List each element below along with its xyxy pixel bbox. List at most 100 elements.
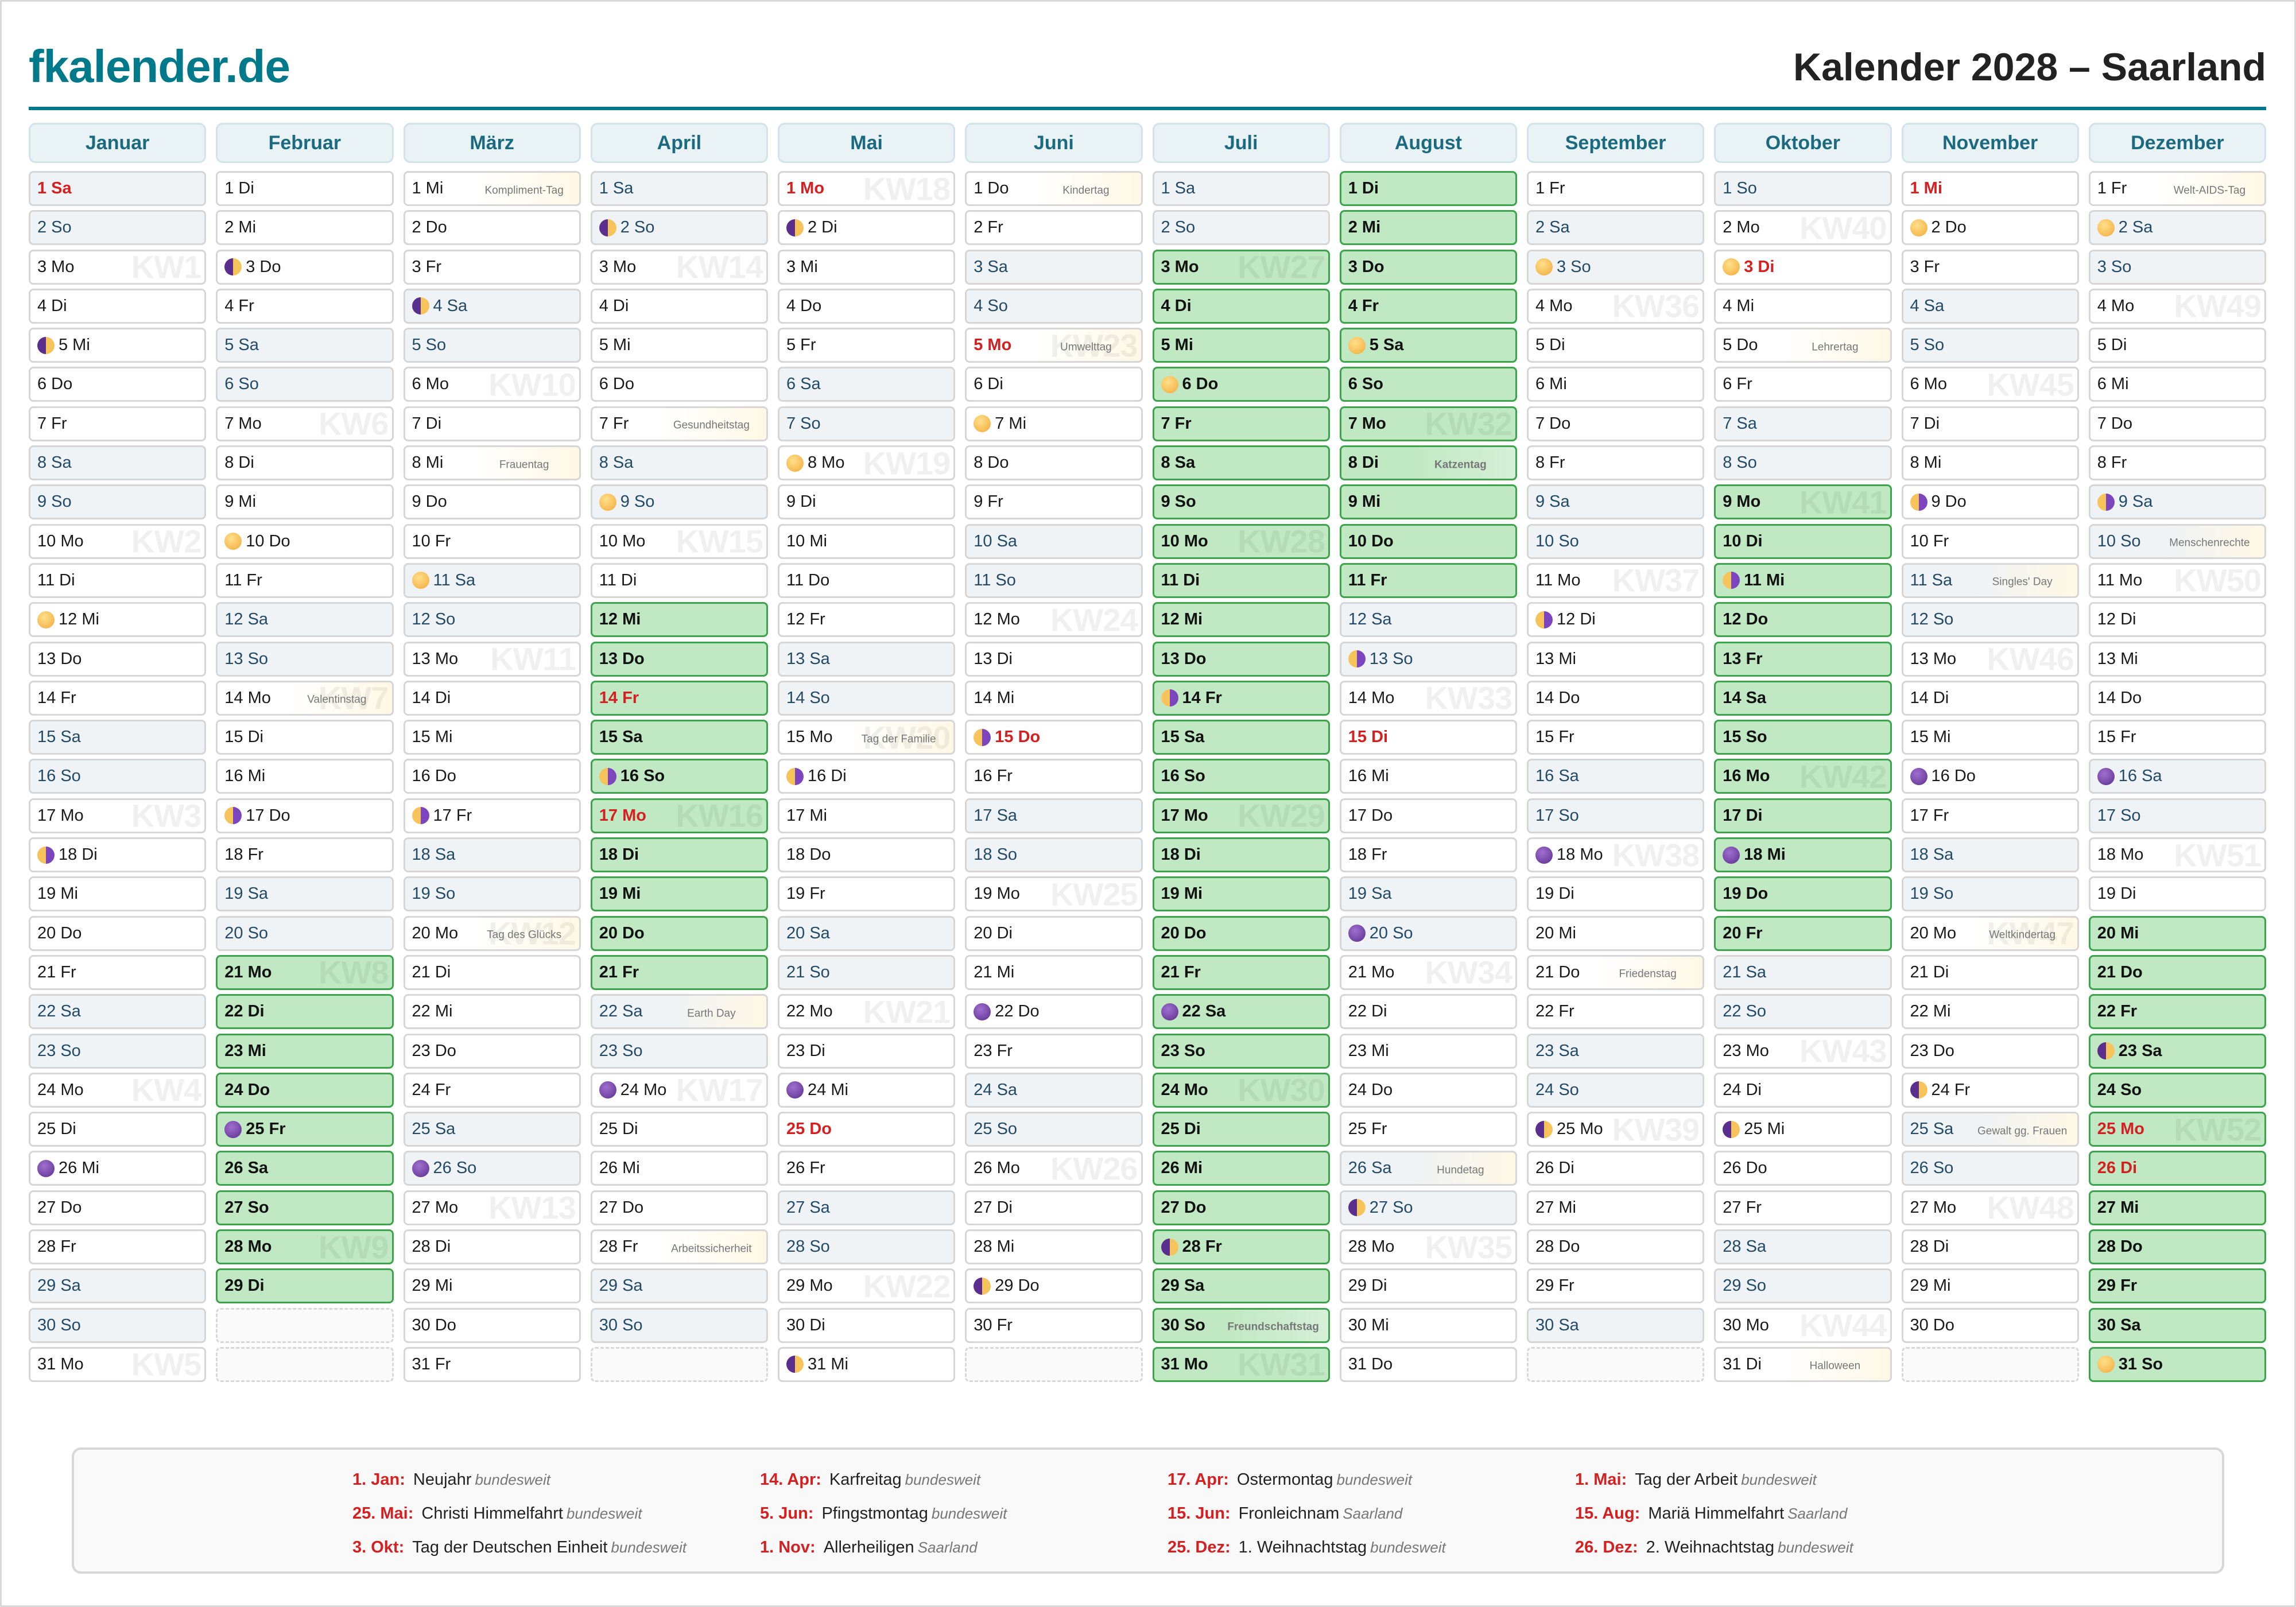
vacation-day-cell[interactable]: 28 Do <box>2088 1229 2266 1265</box>
vacation-day-cell[interactable]: 18 Di <box>590 837 768 873</box>
day-cell[interactable]: 19 So <box>403 876 581 912</box>
day-cell[interactable]: 1 So <box>1714 171 1892 206</box>
day-cell[interactable]: 21 Do Friedenstag <box>1527 954 1705 990</box>
day-cell[interactable]: 20 Sa <box>778 915 956 951</box>
day-cell[interactable]: 26 Do <box>1714 1151 1892 1186</box>
day-cell[interactable]: 28 So <box>778 1229 956 1265</box>
day-cell[interactable]: 24 Sa <box>965 1072 1143 1108</box>
day-cell[interactable]: 4 Do <box>778 288 956 324</box>
vacation-day-cell[interactable]: 1 Di <box>1339 171 1517 206</box>
day-cell[interactable]: 9 Do <box>403 484 581 520</box>
day-cell[interactable]: 23 So <box>590 1033 768 1069</box>
vacation-day-cell[interactable]: 9 So <box>1152 484 1330 520</box>
vacation-day-cell[interactable]: 17 Mo KW29 <box>1152 798 1330 833</box>
day-cell[interactable]: 25 Sa <box>403 1112 581 1147</box>
vacation-day-cell[interactable]: 11 Di <box>1152 562 1330 598</box>
day-cell[interactable]: 29 Mi <box>1901 1268 2079 1304</box>
day-cell[interactable]: 24 Mo KW4 <box>29 1072 207 1108</box>
day-cell[interactable]: 4 Mi <box>1714 288 1892 324</box>
day-cell[interactable]: 20 Mo KW47 Weltkindertag <box>1901 915 2079 951</box>
holiday-day-cell[interactable]: 25 Mo KW52 <box>2088 1112 2266 1147</box>
day-cell[interactable]: 8 Sa <box>29 445 207 481</box>
day-cell[interactable]: 11 Sa <box>403 562 581 598</box>
vacation-day-cell[interactable]: 20 Fr <box>1714 915 1892 951</box>
day-cell[interactable]: 10 So Menschenrechte <box>2088 523 2266 559</box>
vacation-day-cell[interactable]: 21 Fr <box>590 954 768 990</box>
vacation-day-cell[interactable]: 15 Sa <box>590 720 768 755</box>
day-cell[interactable]: 2 Sa <box>2088 210 2266 246</box>
vacation-day-cell[interactable]: 20 Mi <box>2088 915 2266 951</box>
day-cell[interactable]: 30 So <box>29 1307 207 1343</box>
day-cell[interactable]: 4 Mo KW36 <box>1527 288 1705 324</box>
day-cell[interactable]: 24 Mo KW17 <box>590 1072 768 1108</box>
day-cell[interactable]: 13 Mo KW11 <box>403 641 581 677</box>
day-cell[interactable]: 16 Mi <box>216 759 394 794</box>
vacation-day-cell[interactable]: 15 Sa <box>1152 720 1330 755</box>
day-cell[interactable]: 9 Sa <box>1527 484 1705 520</box>
day-cell[interactable]: 18 Mo KW51 <box>2088 837 2266 873</box>
day-cell[interactable]: 25 Sa Gewalt gg. Frauen <box>1901 1112 2079 1147</box>
day-cell[interactable]: 23 Sa <box>1527 1033 1705 1069</box>
day-cell[interactable]: 6 Mi <box>2088 367 2266 402</box>
day-cell[interactable]: 17 So <box>1527 798 1705 833</box>
vacation-day-cell[interactable]: 12 Mi <box>590 602 768 638</box>
day-cell[interactable]: 15 Fr <box>2088 720 2266 755</box>
vacation-day-cell[interactable]: 24 So <box>2088 1072 2266 1108</box>
day-cell[interactable]: 30 So <box>590 1307 768 1343</box>
day-cell[interactable]: 14 Di <box>403 680 581 716</box>
day-cell[interactable]: 1 Mi Kompliment-Tag <box>403 171 581 206</box>
day-cell[interactable]: 30 Mi <box>1339 1307 1517 1343</box>
day-cell[interactable]: 14 Fr <box>29 680 207 716</box>
day-cell[interactable]: 20 So <box>1339 915 1517 951</box>
vacation-day-cell[interactable]: 19 Mi <box>590 876 768 912</box>
day-cell[interactable]: 12 Di <box>1527 602 1705 638</box>
vacation-day-cell[interactable]: 8 Di Katzentag <box>1339 445 1517 481</box>
day-cell[interactable]: 11 Di <box>590 562 768 598</box>
vacation-day-cell[interactable]: 16 So <box>1152 759 1330 794</box>
day-cell[interactable]: 5 Do Lehrertag <box>1714 328 1892 363</box>
day-cell[interactable]: 5 So <box>1901 328 2079 363</box>
holiday-day-cell[interactable]: 1 Sa <box>29 171 207 206</box>
holiday-day-cell[interactable]: 3 Di <box>1714 249 1892 285</box>
day-cell[interactable]: 25 Fr <box>1339 1112 1517 1147</box>
day-cell[interactable]: 22 Mi <box>403 994 581 1030</box>
day-cell[interactable]: 17 Do <box>216 798 394 833</box>
vacation-day-cell[interactable]: 3 Mo KW27 <box>1152 249 1330 285</box>
day-cell[interactable]: 24 Di <box>1714 1072 1892 1108</box>
day-cell[interactable]: 9 Do <box>1901 484 2079 520</box>
day-cell[interactable]: 7 Do <box>2088 406 2266 441</box>
day-cell[interactable]: 31 Di Halloween <box>1714 1346 1892 1382</box>
day-cell[interactable]: 18 Di <box>29 837 207 873</box>
day-cell[interactable]: 11 Fr <box>216 562 394 598</box>
vacation-day-cell[interactable]: 14 Sa <box>1714 680 1892 716</box>
day-cell[interactable]: 16 Do <box>1901 759 2079 794</box>
day-cell[interactable]: 12 So <box>1901 602 2079 638</box>
day-cell[interactable]: 21 Di <box>403 954 581 990</box>
day-cell[interactable]: 12 Mi <box>29 602 207 638</box>
vacation-day-cell[interactable]: 6 So <box>1339 367 1517 402</box>
day-cell[interactable]: 8 Fr <box>1527 445 1705 481</box>
day-cell[interactable]: 30 Do <box>1901 1307 2079 1343</box>
vacation-day-cell[interactable]: 14 Fr <box>1152 680 1330 716</box>
day-cell[interactable]: 17 Fr <box>403 798 581 833</box>
day-cell[interactable]: 19 Mi <box>29 876 207 912</box>
day-cell[interactable]: 30 Do <box>403 1307 581 1343</box>
day-cell[interactable]: 18 Sa <box>1901 837 2079 873</box>
day-cell[interactable]: 26 Mi <box>590 1151 768 1186</box>
day-cell[interactable]: 6 Mi <box>1527 367 1705 402</box>
day-cell[interactable]: 13 Di <box>965 641 1143 677</box>
day-cell[interactable]: 28 Do <box>1527 1229 1705 1265</box>
vacation-day-cell[interactable]: 9 Mi <box>1339 484 1517 520</box>
vacation-day-cell[interactable]: 19 Do <box>1714 876 1892 912</box>
day-cell[interactable]: 6 Di <box>965 367 1143 402</box>
day-cell[interactable]: 5 Mi <box>29 328 207 363</box>
day-cell[interactable]: 21 Di <box>1901 954 2079 990</box>
holiday-day-cell[interactable]: 1 Mi <box>1901 171 2079 206</box>
vacation-day-cell[interactable]: 27 Mi <box>2088 1190 2266 1225</box>
day-cell[interactable]: 8 Mo KW19 <box>778 445 956 481</box>
day-cell[interactable]: 23 Mi <box>1339 1033 1517 1069</box>
day-cell[interactable]: 29 Do <box>965 1268 1143 1304</box>
day-cell[interactable]: 21 Mi <box>965 954 1143 990</box>
day-cell[interactable]: 18 So <box>965 837 1143 873</box>
vacation-day-cell[interactable]: 31 Mo KW31 <box>1152 1346 1330 1382</box>
